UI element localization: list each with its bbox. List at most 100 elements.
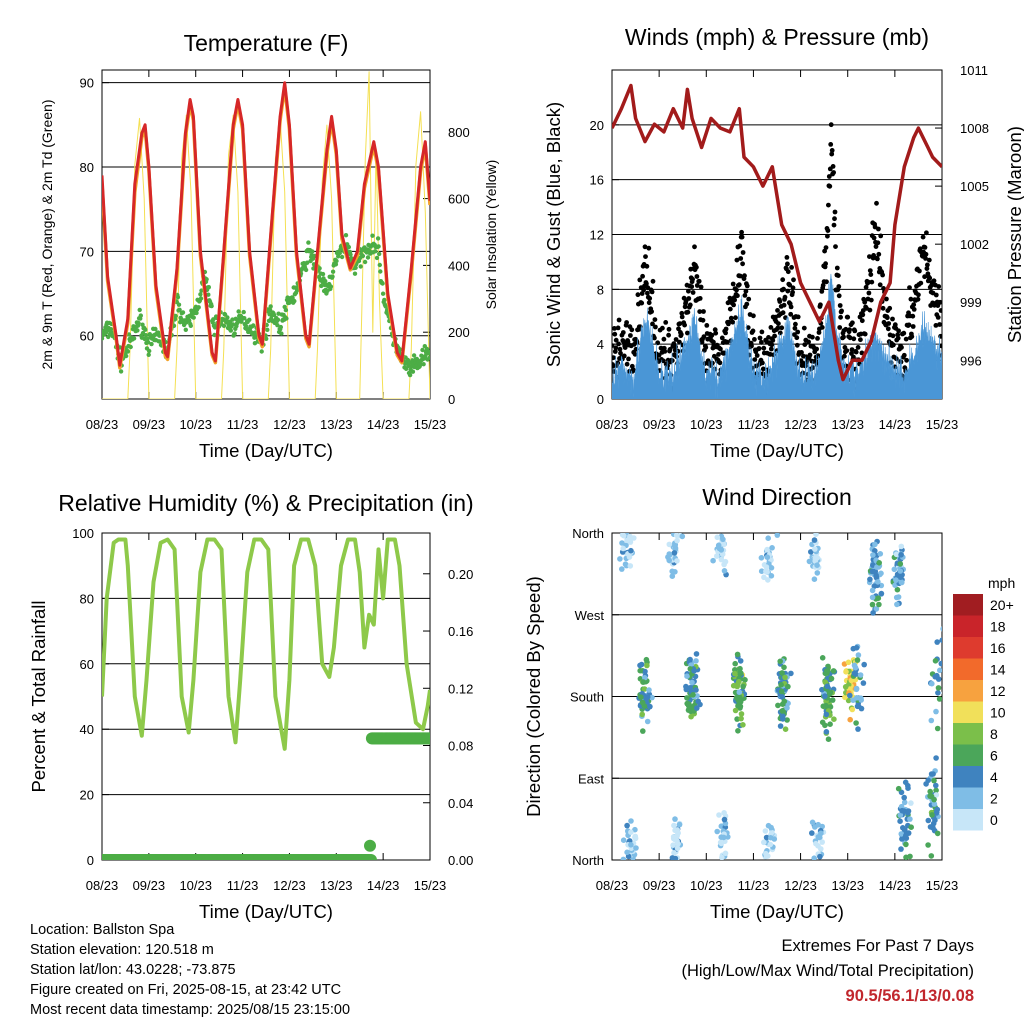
gust-point [816, 353, 821, 359]
direction-point [780, 713, 786, 719]
winds-ytick-label: 8 [597, 282, 604, 297]
direction-point [768, 573, 775, 579]
dewpoint-point [232, 331, 237, 336]
speed-legend-swatch [953, 680, 983, 702]
direction-point [735, 728, 741, 734]
direction-point [694, 705, 700, 711]
speed-legend-label: 6 [990, 748, 998, 764]
direction-title: Wind Direction [702, 484, 852, 510]
gust-point [752, 337, 757, 342]
gust-point [783, 315, 788, 321]
direction-point [934, 830, 941, 837]
humidity-y2tick-label: 0.16 [448, 624, 473, 639]
gust-point [716, 352, 721, 357]
direction-point [934, 639, 940, 645]
humidity-xtick-label: 13/23 [320, 878, 353, 893]
winds-ytick-label: 12 [590, 228, 604, 243]
speed-legend-swatch [953, 594, 983, 616]
dewpoint-point [380, 281, 385, 286]
gust-point [640, 273, 645, 279]
dewpoint-point [228, 328, 233, 333]
precip-point [365, 854, 377, 860]
precip-points [102, 732, 430, 860]
direction-point [672, 816, 678, 822]
gust-point [781, 302, 787, 308]
direction-point [903, 841, 909, 848]
temperature-y2tick-label: 400 [448, 258, 470, 273]
gust-point [750, 328, 756, 334]
gust-point [910, 324, 916, 329]
winds-xtick-label: 14/23 [879, 417, 912, 432]
timestamp-text: Most recent data timestamp: 2025/08/15 2… [30, 1002, 351, 1018]
gust-point [734, 257, 740, 263]
direction-point [925, 777, 931, 784]
gust-point [790, 285, 796, 291]
created-text: Figure created on Fri, 2025-08-15, at 23… [30, 982, 342, 998]
direction-point [928, 717, 935, 724]
direction-point [714, 828, 720, 835]
gust-point [923, 256, 928, 261]
elevation-text: Station elevation: 120.518 m [30, 942, 214, 958]
direction-point [632, 835, 639, 842]
direction-point [897, 818, 903, 824]
gust-point [866, 290, 872, 296]
direction-point [627, 533, 633, 540]
gust-point [719, 335, 725, 341]
direction-point [624, 849, 630, 856]
dewpoint-point [268, 304, 273, 309]
direction-point [872, 548, 878, 554]
gust-point [673, 344, 678, 350]
speed-legend-swatch [953, 723, 983, 745]
direction-xtick-label: 13/23 [831, 878, 864, 893]
gust-point [935, 315, 941, 320]
dewpoint-point [292, 298, 297, 304]
extremes-values: 90.5/56.1/13/0.08 [845, 987, 974, 1005]
gust-point [744, 283, 750, 289]
dewpoint-point [334, 258, 339, 264]
direction-point [769, 829, 775, 836]
gust-point [901, 330, 907, 336]
gust-point [831, 170, 836, 175]
temperature-plot-area [102, 71, 430, 399]
gust-point [742, 273, 747, 279]
direction-point [627, 563, 634, 569]
gust-point [885, 326, 891, 332]
gust-point [661, 336, 667, 342]
speed-legend-swatch [953, 809, 983, 831]
gust-point [711, 339, 716, 345]
direction-point [721, 568, 728, 574]
gust-point [689, 284, 695, 289]
direction-point [905, 808, 912, 814]
direction-point [815, 821, 821, 828]
gust-point [906, 322, 912, 328]
gust-point [925, 262, 930, 268]
dewpoint-point [247, 317, 252, 322]
dewpoint-point [206, 292, 211, 297]
direction-point [761, 574, 767, 581]
direction-point [714, 553, 720, 559]
direction-point [672, 569, 678, 575]
direction-point [853, 720, 859, 726]
gust-point [759, 329, 765, 335]
gust-point [795, 329, 801, 335]
gust-point [933, 292, 939, 298]
gust-point [938, 333, 942, 339]
gust-point [759, 339, 764, 345]
direction-point [928, 853, 935, 859]
gust-point [849, 351, 854, 356]
location-text: Location: Ballston Spa [30, 922, 175, 938]
direction-ylabel: Direction (Colored By Speed) [523, 576, 544, 817]
gust-point [746, 296, 752, 302]
dewpoint-point [128, 344, 133, 350]
direction-xtick-label: 10/23 [690, 878, 723, 893]
direction-point [855, 726, 861, 732]
direction-point [671, 822, 677, 829]
gust-point [730, 281, 736, 287]
dewpoint-point [420, 347, 425, 353]
direction-point [638, 694, 644, 700]
temperature-xtick-label: 14/23 [367, 417, 400, 432]
winds-y2tick-label: 1002 [960, 237, 989, 252]
gust-point [682, 322, 687, 328]
gust-point [635, 292, 641, 298]
direction-point [765, 535, 771, 541]
